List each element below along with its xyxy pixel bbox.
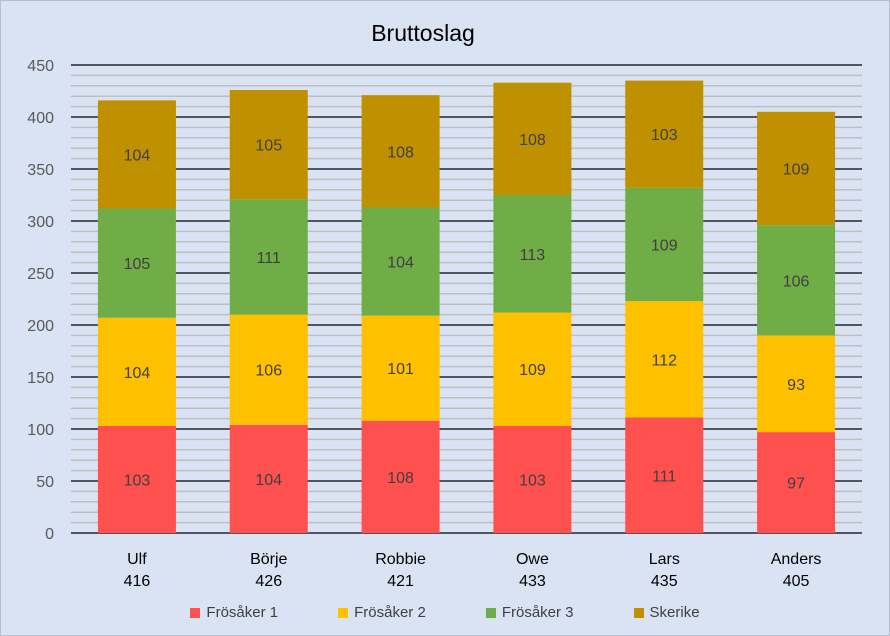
y-tick-label: 100 <box>27 422 54 439</box>
bar-segment <box>97 100 176 209</box>
bar-segment <box>361 95 440 208</box>
bar-segment <box>97 208 176 318</box>
bar-segment <box>757 432 836 533</box>
data-label: 97 <box>787 476 805 493</box>
legend-label: Frösåker 2 <box>354 604 426 621</box>
data-label: 108 <box>519 132 546 149</box>
legend-item: Frösåker 2 <box>338 604 426 621</box>
data-label: 104 <box>124 147 151 164</box>
legend-swatch <box>485 607 496 618</box>
data-label: 104 <box>124 365 151 382</box>
legend-label: Frösåker 3 <box>501 604 574 621</box>
legend-item: Frösåker 1 <box>190 604 278 621</box>
data-label: 104 <box>387 255 414 272</box>
data-label: 101 <box>387 361 414 378</box>
x-total-label: 426 <box>255 573 282 590</box>
data-label: 103 <box>651 127 678 144</box>
y-tick-label: 450 <box>27 58 54 75</box>
x-total-label: 416 <box>124 573 151 590</box>
x-tick-label: Robbie <box>375 551 426 568</box>
y-tick-label: 250 <box>27 266 54 283</box>
x-tick-label: Ulf <box>127 551 147 568</box>
data-label: 109 <box>651 237 678 254</box>
x-tick-label: Anders <box>771 551 822 568</box>
data-label: 111 <box>257 250 281 267</box>
x-tick-label: Börje <box>250 551 287 568</box>
data-label: 105 <box>255 138 282 155</box>
chart-title: Bruttoslag <box>371 20 475 46</box>
bar-segment <box>493 312 572 426</box>
legend-item: Skerike <box>633 604 700 621</box>
data-label: 104 <box>255 472 282 489</box>
bar-segment <box>229 89 308 200</box>
y-tick-label: 400 <box>27 110 54 127</box>
data-label: 108 <box>387 144 414 161</box>
legend-label: Skerike <box>649 604 700 621</box>
y-tick-label: 150 <box>27 370 54 387</box>
data-label: 105 <box>124 256 151 273</box>
bar-segment <box>361 207 440 316</box>
bar-segment <box>493 82 572 195</box>
data-label: 93 <box>787 377 805 394</box>
bar-segment <box>229 424 308 533</box>
bar-segment <box>625 187 704 302</box>
data-label: 113 <box>520 247 546 264</box>
bar-segment <box>625 80 704 188</box>
legend-swatch <box>338 607 349 618</box>
bar-segment <box>625 301 704 418</box>
y-tick-label: 50 <box>36 474 54 491</box>
bar-segment <box>493 195 572 313</box>
bar-segment <box>229 314 308 425</box>
bar-segment <box>97 317 176 426</box>
bar-segment <box>493 425 572 533</box>
data-label: 112 <box>651 352 677 369</box>
x-total-label: 421 <box>387 573 414 590</box>
bar-segment <box>361 315 440 421</box>
data-label: 106 <box>783 273 810 290</box>
data-label: 103 <box>519 472 546 489</box>
legend-swatch <box>633 607 644 618</box>
data-label: 109 <box>783 161 810 178</box>
data-label: 103 <box>124 472 151 489</box>
bar-segment <box>757 225 836 336</box>
data-label: 111 <box>652 468 676 485</box>
x-total-label: 405 <box>783 573 810 590</box>
x-total-label: 433 <box>519 573 546 590</box>
x-total-label: 435 <box>651 573 678 590</box>
legend-label: Frösåker 1 <box>206 604 279 621</box>
bar-segment <box>757 335 836 433</box>
bar-segment <box>757 111 836 226</box>
y-tick-label: 300 <box>27 214 54 231</box>
y-tick-label: 200 <box>27 318 54 335</box>
data-label: 109 <box>519 362 546 379</box>
y-tick-label: 0 <box>45 526 54 543</box>
x-tick-label: Lars <box>649 551 680 568</box>
legend-item: Frösåker 3 <box>485 604 574 621</box>
bar-segment <box>625 417 704 533</box>
bar-segment <box>229 199 308 315</box>
y-tick-label: 350 <box>27 162 54 179</box>
bar-segment <box>97 425 176 533</box>
data-label: 108 <box>387 470 414 487</box>
bar-segment <box>361 420 440 533</box>
data-label: 106 <box>255 363 282 380</box>
legend: Frösåker 1 Frösåker 2 Frösåker 3 Skerike <box>0 604 890 621</box>
legend-swatch <box>190 607 201 618</box>
x-tick-label: Owe <box>516 551 549 568</box>
